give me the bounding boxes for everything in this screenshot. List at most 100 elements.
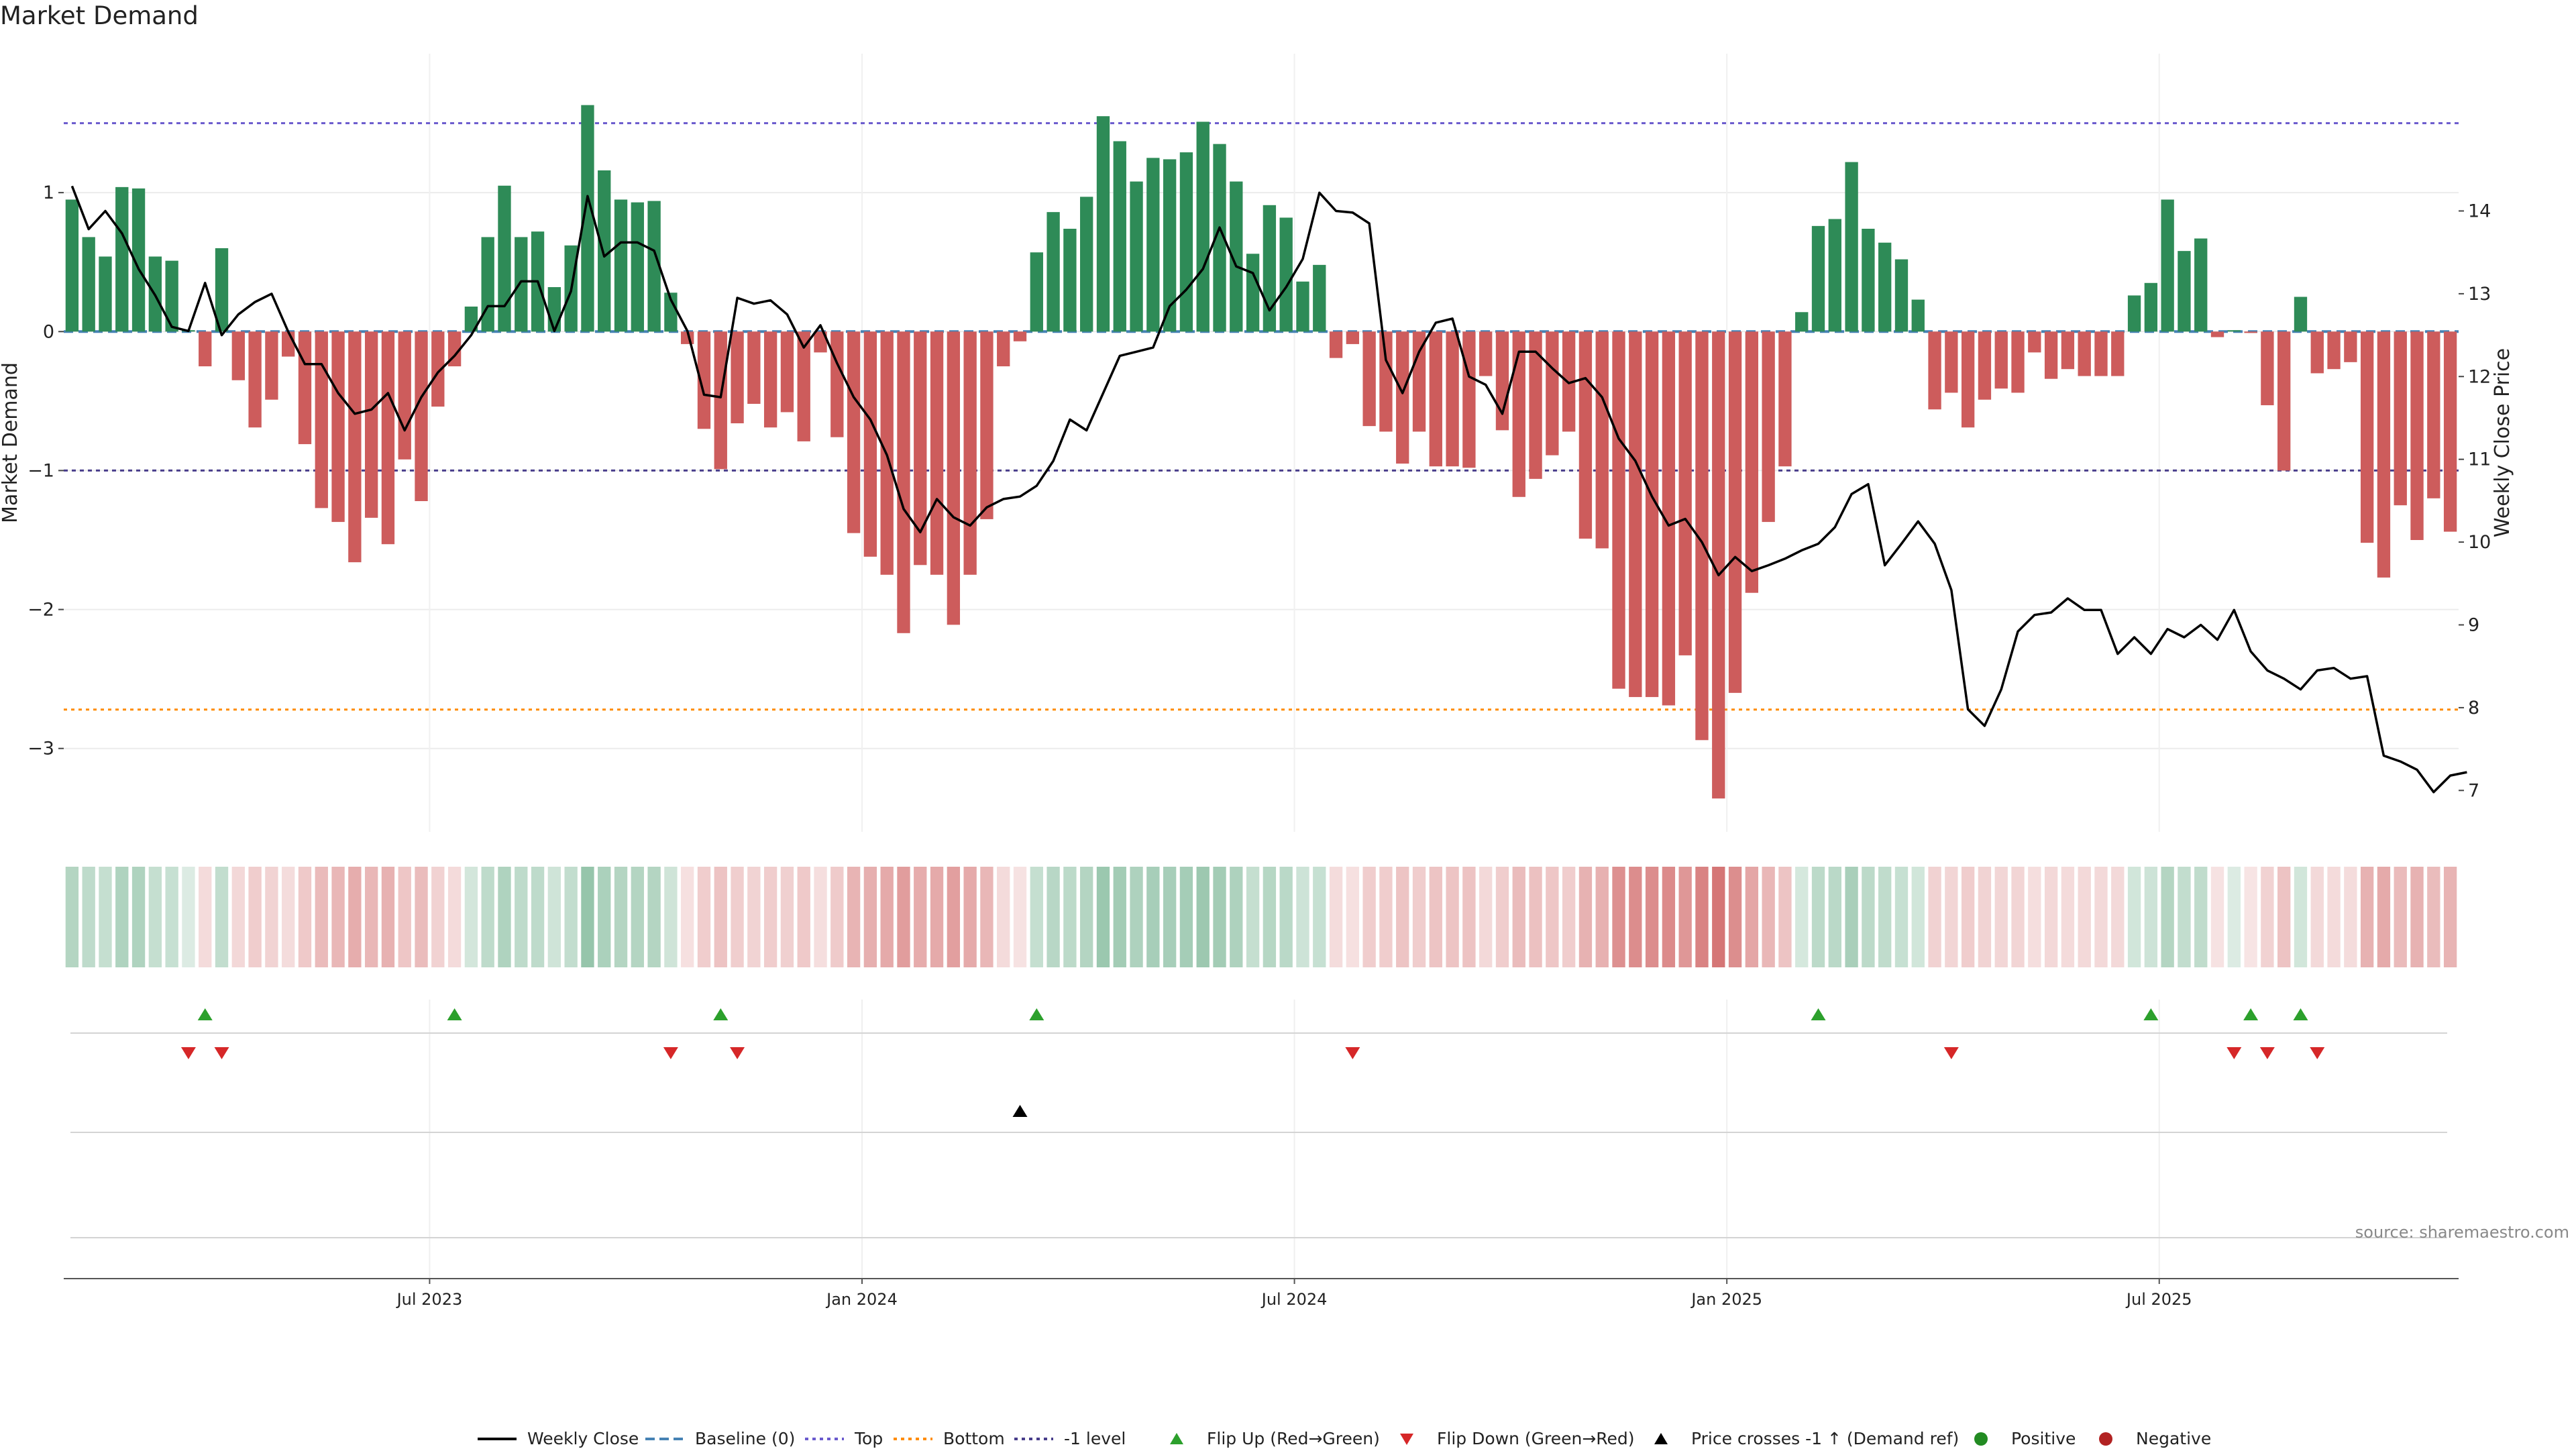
demand-bar bbox=[215, 248, 229, 332]
demand-bar bbox=[498, 185, 511, 332]
heatmap-cell bbox=[847, 867, 861, 967]
demand-bar bbox=[2277, 331, 2291, 471]
demand-bar bbox=[1495, 331, 1509, 431]
legend-label: Top bbox=[854, 1429, 883, 1448]
demand-bar bbox=[1412, 331, 1426, 432]
demand-bar bbox=[2344, 331, 2357, 362]
demand-bar bbox=[747, 331, 761, 404]
heatmap-cell bbox=[2111, 867, 2125, 967]
heatmap-cell bbox=[1762, 867, 1775, 967]
heatmap-cell bbox=[182, 867, 195, 967]
heatmap-cell bbox=[1130, 867, 1143, 967]
heatmap-cell bbox=[1246, 867, 1260, 967]
demand-bar bbox=[2394, 331, 2407, 506]
heatmap-cell bbox=[564, 867, 578, 967]
heatmap-cell bbox=[1961, 867, 1975, 967]
heatmap-cell bbox=[2144, 867, 2158, 967]
heatmap-cell bbox=[2344, 867, 2357, 967]
heatmap-cell bbox=[1096, 867, 1110, 967]
x-axis: Jul 2023 Jan 2024 Jul 2024 Jan 2025 Jul 2025 bbox=[64, 1278, 2459, 1309]
heatmap-cell bbox=[1894, 867, 1909, 967]
source-label: source: sharemaestro.com bbox=[2355, 1223, 2569, 1242]
demand-bar bbox=[714, 331, 727, 470]
heatmap-cell bbox=[481, 867, 494, 967]
heatmap-cell bbox=[165, 867, 178, 967]
demand-bar bbox=[1313, 264, 1326, 332]
demand-bar bbox=[1612, 331, 1625, 689]
demand-bar bbox=[1130, 181, 1143, 332]
heatmap-cell bbox=[248, 867, 262, 967]
demand-bar bbox=[1961, 331, 1975, 428]
event-panels bbox=[70, 1008, 2447, 1238]
y2-axis-label: Weekly Close Price bbox=[2491, 348, 2514, 537]
x-tick-label: Jan 2025 bbox=[1690, 1290, 1762, 1309]
demand-bar bbox=[2094, 331, 2108, 376]
demand-bar bbox=[298, 331, 312, 445]
demand-bar bbox=[1878, 242, 1892, 332]
heatmap-cell bbox=[65, 867, 79, 967]
demand-bar bbox=[1446, 331, 1459, 467]
heatmap-cell bbox=[1196, 867, 1210, 967]
heatmap-cell bbox=[963, 867, 977, 967]
flip-up-marker bbox=[2293, 1008, 2308, 1020]
demand-bar bbox=[1429, 331, 1442, 467]
demand-bar bbox=[131, 188, 146, 332]
grid-layer bbox=[64, 54, 2459, 1281]
demand-bar bbox=[1529, 331, 1542, 479]
heatmap-cell bbox=[315, 867, 328, 967]
legend-label: Negative bbox=[2136, 1429, 2211, 1448]
legend-label: -1 level bbox=[1064, 1429, 1126, 1448]
heatmap-cell bbox=[282, 867, 295, 967]
demand-bar bbox=[82, 237, 95, 332]
demand-bar bbox=[2410, 331, 2424, 540]
flip-up-marker bbox=[2143, 1008, 2159, 1020]
heatmap-cell bbox=[1462, 867, 1476, 967]
heatmap-cell bbox=[2410, 867, 2424, 967]
heatmap-cell bbox=[2011, 867, 2025, 967]
heatmap-cell bbox=[880, 867, 894, 967]
heatmap-cell bbox=[1745, 867, 1759, 967]
heatmap-cell bbox=[2210, 867, 2224, 967]
demand-bar bbox=[1379, 331, 1393, 432]
demand-bar bbox=[2227, 330, 2241, 332]
demand-bar bbox=[1629, 331, 1642, 698]
heatmap-cell bbox=[1013, 867, 1027, 967]
heatmap-cell bbox=[997, 867, 1010, 967]
y-tick-label: −1 bbox=[28, 460, 54, 481]
demand-bar bbox=[2210, 331, 2224, 337]
flip-up-marker bbox=[1811, 1008, 1826, 1020]
heatmap-cell bbox=[348, 867, 362, 967]
demand-bar bbox=[1945, 331, 1958, 393]
heatmap-cell bbox=[1512, 867, 1525, 967]
heatmap-cell bbox=[2277, 867, 2291, 967]
heatmap-cell bbox=[381, 867, 395, 967]
flip-down-marker bbox=[663, 1047, 678, 1059]
y2-tick-label: 9 bbox=[2468, 614, 2479, 635]
heatmap-cell bbox=[1113, 867, 1126, 967]
flip-up-marker bbox=[2243, 1008, 2259, 1020]
demand-bar bbox=[1296, 281, 1309, 332]
flip-up-marker bbox=[713, 1008, 729, 1020]
demand-bar bbox=[431, 331, 445, 407]
demand-bar bbox=[2061, 331, 2075, 370]
demand-bar bbox=[315, 331, 328, 508]
demand-bar bbox=[1978, 331, 1992, 400]
demand-bar bbox=[947, 331, 961, 625]
heatmap-cell bbox=[1662, 867, 1676, 967]
y2-tick-label: 14 bbox=[2468, 201, 2491, 221]
demand-bar bbox=[1546, 331, 1559, 455]
chart-title: Market Demand bbox=[0, 1, 199, 30]
demand-bar bbox=[2111, 331, 2125, 376]
demand-bar bbox=[515, 237, 528, 332]
heatmap-cell bbox=[2061, 867, 2075, 967]
demand-bar bbox=[1279, 217, 1293, 332]
legend-swatch bbox=[1170, 1433, 1183, 1444]
demand-bar bbox=[1695, 331, 1709, 741]
demand-bar bbox=[99, 256, 112, 332]
demand-bar bbox=[2443, 331, 2457, 532]
heatmap-cell bbox=[947, 867, 961, 967]
demand-bar bbox=[1196, 121, 1210, 332]
demand-bar bbox=[331, 331, 345, 523]
heatmap-cell bbox=[1412, 867, 1426, 967]
